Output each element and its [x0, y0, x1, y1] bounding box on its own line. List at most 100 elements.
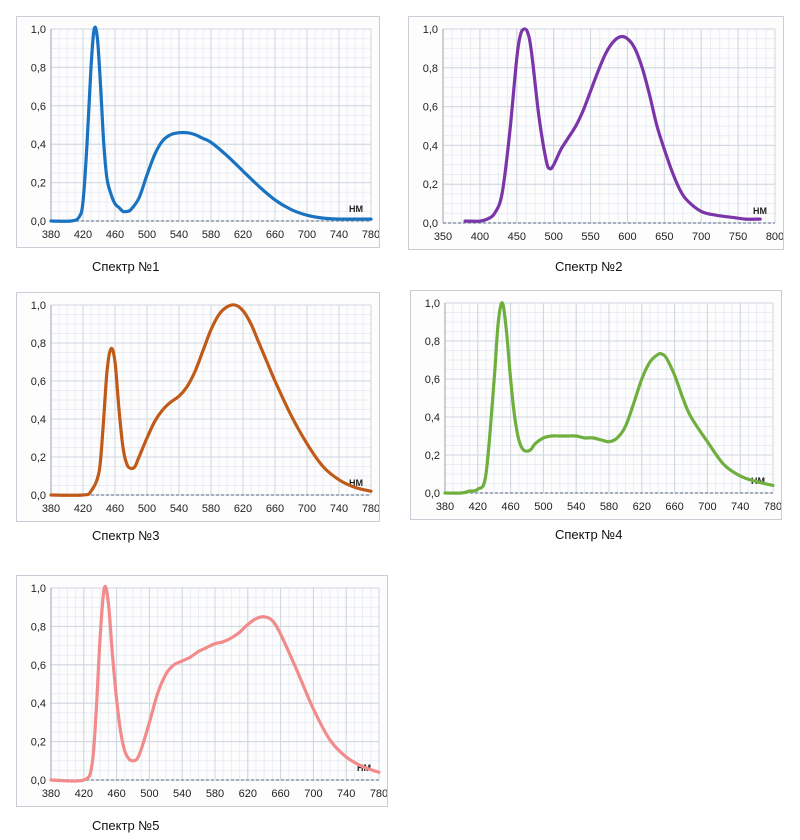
y-tick-label: 0,8 — [423, 63, 438, 75]
x-tick-label: 460 — [106, 229, 124, 241]
x-tick-label: 550 — [581, 231, 599, 243]
y-tick-label: 0,6 — [31, 376, 46, 388]
x-tick-label: 660 — [271, 788, 289, 800]
y-tick-label: 0,4 — [31, 698, 46, 710]
chart-caption-4: Спектр №4 — [555, 527, 623, 542]
x-tick-label: 540 — [173, 788, 191, 800]
y-tick-label: 0,8 — [425, 336, 440, 348]
x-tick-label: 500 — [138, 503, 156, 515]
chart-panel-5: 380 420 460 500 540 580 620 660 700 740 780 0,0 0,2 0… — [16, 575, 388, 807]
y-tick-label: 0,0 — [31, 775, 46, 787]
unit-label: НМ — [349, 478, 363, 488]
spectrum-chart-5: 380 420 460 500 540 580 620 660 700 740 780 0,0 0,2 0… — [31, 583, 387, 800]
y-tick-label: 1,0 — [31, 300, 46, 312]
spectrum-chart-1: 380 420 460 500 540 580 620 660 700 740 780 0,0 0,2 0… — [31, 24, 379, 241]
x-tick-label: 740 — [337, 788, 355, 800]
x-tick-label: 780 — [370, 788, 387, 800]
x-tick-label: 740 — [330, 503, 348, 515]
x-tick-label: 600 — [618, 231, 636, 243]
x-tick-label: 620 — [633, 501, 651, 513]
y-tick-label: 0,0 — [31, 490, 46, 502]
y-tick-label: 0,2 — [31, 452, 46, 464]
x-tick-label: 380 — [436, 501, 454, 513]
spectrum-line — [463, 27, 762, 223]
y-tick-label: 0,6 — [423, 102, 438, 114]
x-tick-label: 660 — [266, 229, 284, 241]
x-tick-label: 540 — [567, 501, 585, 513]
x-tick-label: 620 — [239, 788, 257, 800]
x-tick-label: 380 — [42, 788, 60, 800]
x-tick-label: 750 — [729, 231, 747, 243]
spectrum-line — [49, 303, 373, 497]
x-tick-label: 420 — [74, 229, 92, 241]
chart-caption-3: Спектр №3 — [92, 528, 160, 543]
x-tick-label: 660 — [665, 501, 683, 513]
x-tick-label: 700 — [298, 503, 316, 515]
y-tick-label: 0,0 — [423, 218, 438, 230]
x-tick-label: 700 — [304, 788, 322, 800]
x-tick-label: 540 — [170, 229, 188, 241]
x-tick-label: 460 — [106, 503, 124, 515]
x-tick-label: 500 — [138, 229, 156, 241]
x-tick-label: 500 — [140, 788, 158, 800]
x-tick-label: 500 — [544, 231, 562, 243]
y-tick-label: 0,8 — [31, 621, 46, 633]
minor-grid — [442, 28, 776, 224]
chart-panel-2: 350 400 450 500 550 600 650 700 750 800 0,0 0,2 0,4 0… — [408, 16, 784, 250]
chart-panel-3: 380 420 460 500 540 580 620 660 700 740 780 0,0 0,2 0… — [16, 292, 380, 522]
x-tick-label: 420 — [469, 501, 487, 513]
x-tick-label: 450 — [508, 231, 526, 243]
y-tick-label: 0,6 — [31, 660, 46, 672]
x-tick-label: 700 — [698, 501, 716, 513]
x-tick-label: 500 — [534, 501, 552, 513]
x-tick-label: 380 — [42, 229, 60, 241]
x-tick-label: 420 — [74, 503, 92, 515]
y-tick-label: 0,4 — [31, 414, 46, 426]
x-tick-label: 740 — [330, 229, 348, 241]
x-tick-label: 580 — [202, 229, 220, 241]
y-tick-label: 0,4 — [31, 139, 46, 151]
chart-caption-2: Спектр №2 — [555, 259, 623, 274]
x-tick-label: 780 — [764, 501, 781, 513]
x-tick-label: 460 — [501, 501, 519, 513]
y-tick-label: 1,0 — [425, 298, 440, 310]
x-tick-label: 620 — [234, 229, 252, 241]
y-tick-label: 0,8 — [31, 62, 46, 74]
unit-label: НМ — [753, 206, 767, 216]
spectrum-chart-3: 380 420 460 500 540 580 620 660 700 740 780 0,0 0,2 0… — [31, 300, 379, 515]
x-tick-label: 580 — [600, 501, 618, 513]
spectrum-line — [49, 25, 373, 223]
x-tick-label: 540 — [170, 503, 188, 515]
spectrum-line — [443, 301, 775, 495]
spectrum-chart-2: 350 400 450 500 550 600 650 700 750 800 0,0 0,2 0,4 0… — [423, 24, 783, 243]
spectrum-line — [49, 584, 381, 783]
chart-caption-5: Спектр №5 — [92, 818, 160, 833]
major-grid — [50, 28, 372, 222]
y-tick-label: 0,2 — [423, 179, 438, 191]
chart-panel-1: 380 420 460 500 540 580 620 660 700 740 780 0,0 0,2 0… — [16, 16, 380, 248]
x-tick-label: 740 — [731, 501, 749, 513]
y-tick-label: 0,6 — [31, 101, 46, 113]
y-tick-label: 1,0 — [423, 24, 438, 36]
y-tick-label: 0,0 — [425, 488, 440, 500]
x-tick-label: 580 — [202, 503, 220, 515]
y-tick-label: 1,0 — [31, 24, 46, 36]
y-tick-label: 0,2 — [31, 178, 46, 190]
x-tick-label: 780 — [362, 503, 379, 515]
x-tick-label: 700 — [298, 229, 316, 241]
x-tick-label: 380 — [42, 503, 60, 515]
y-tick-label: 0,8 — [31, 338, 46, 350]
x-tick-label: 580 — [206, 788, 224, 800]
y-tick-label: 0,2 — [31, 737, 46, 749]
y-tick-label: 0,2 — [425, 450, 440, 462]
x-tick-label: 350 — [434, 231, 452, 243]
y-tick-label: 0,4 — [425, 412, 440, 424]
chart-panel-4: 380 420 460 500 540 580 620 660 700 740 780 0,0 0,2 0… — [410, 290, 782, 520]
x-tick-label: 650 — [655, 231, 673, 243]
x-tick-label: 660 — [266, 503, 284, 515]
x-tick-label: 700 — [692, 231, 710, 243]
spectrum-chart-4: 380 420 460 500 540 580 620 660 700 740 780 0,0 0,2 0… — [425, 298, 781, 513]
major-grid — [444, 302, 774, 494]
x-tick-label: 780 — [362, 229, 379, 241]
x-tick-label: 420 — [75, 788, 93, 800]
